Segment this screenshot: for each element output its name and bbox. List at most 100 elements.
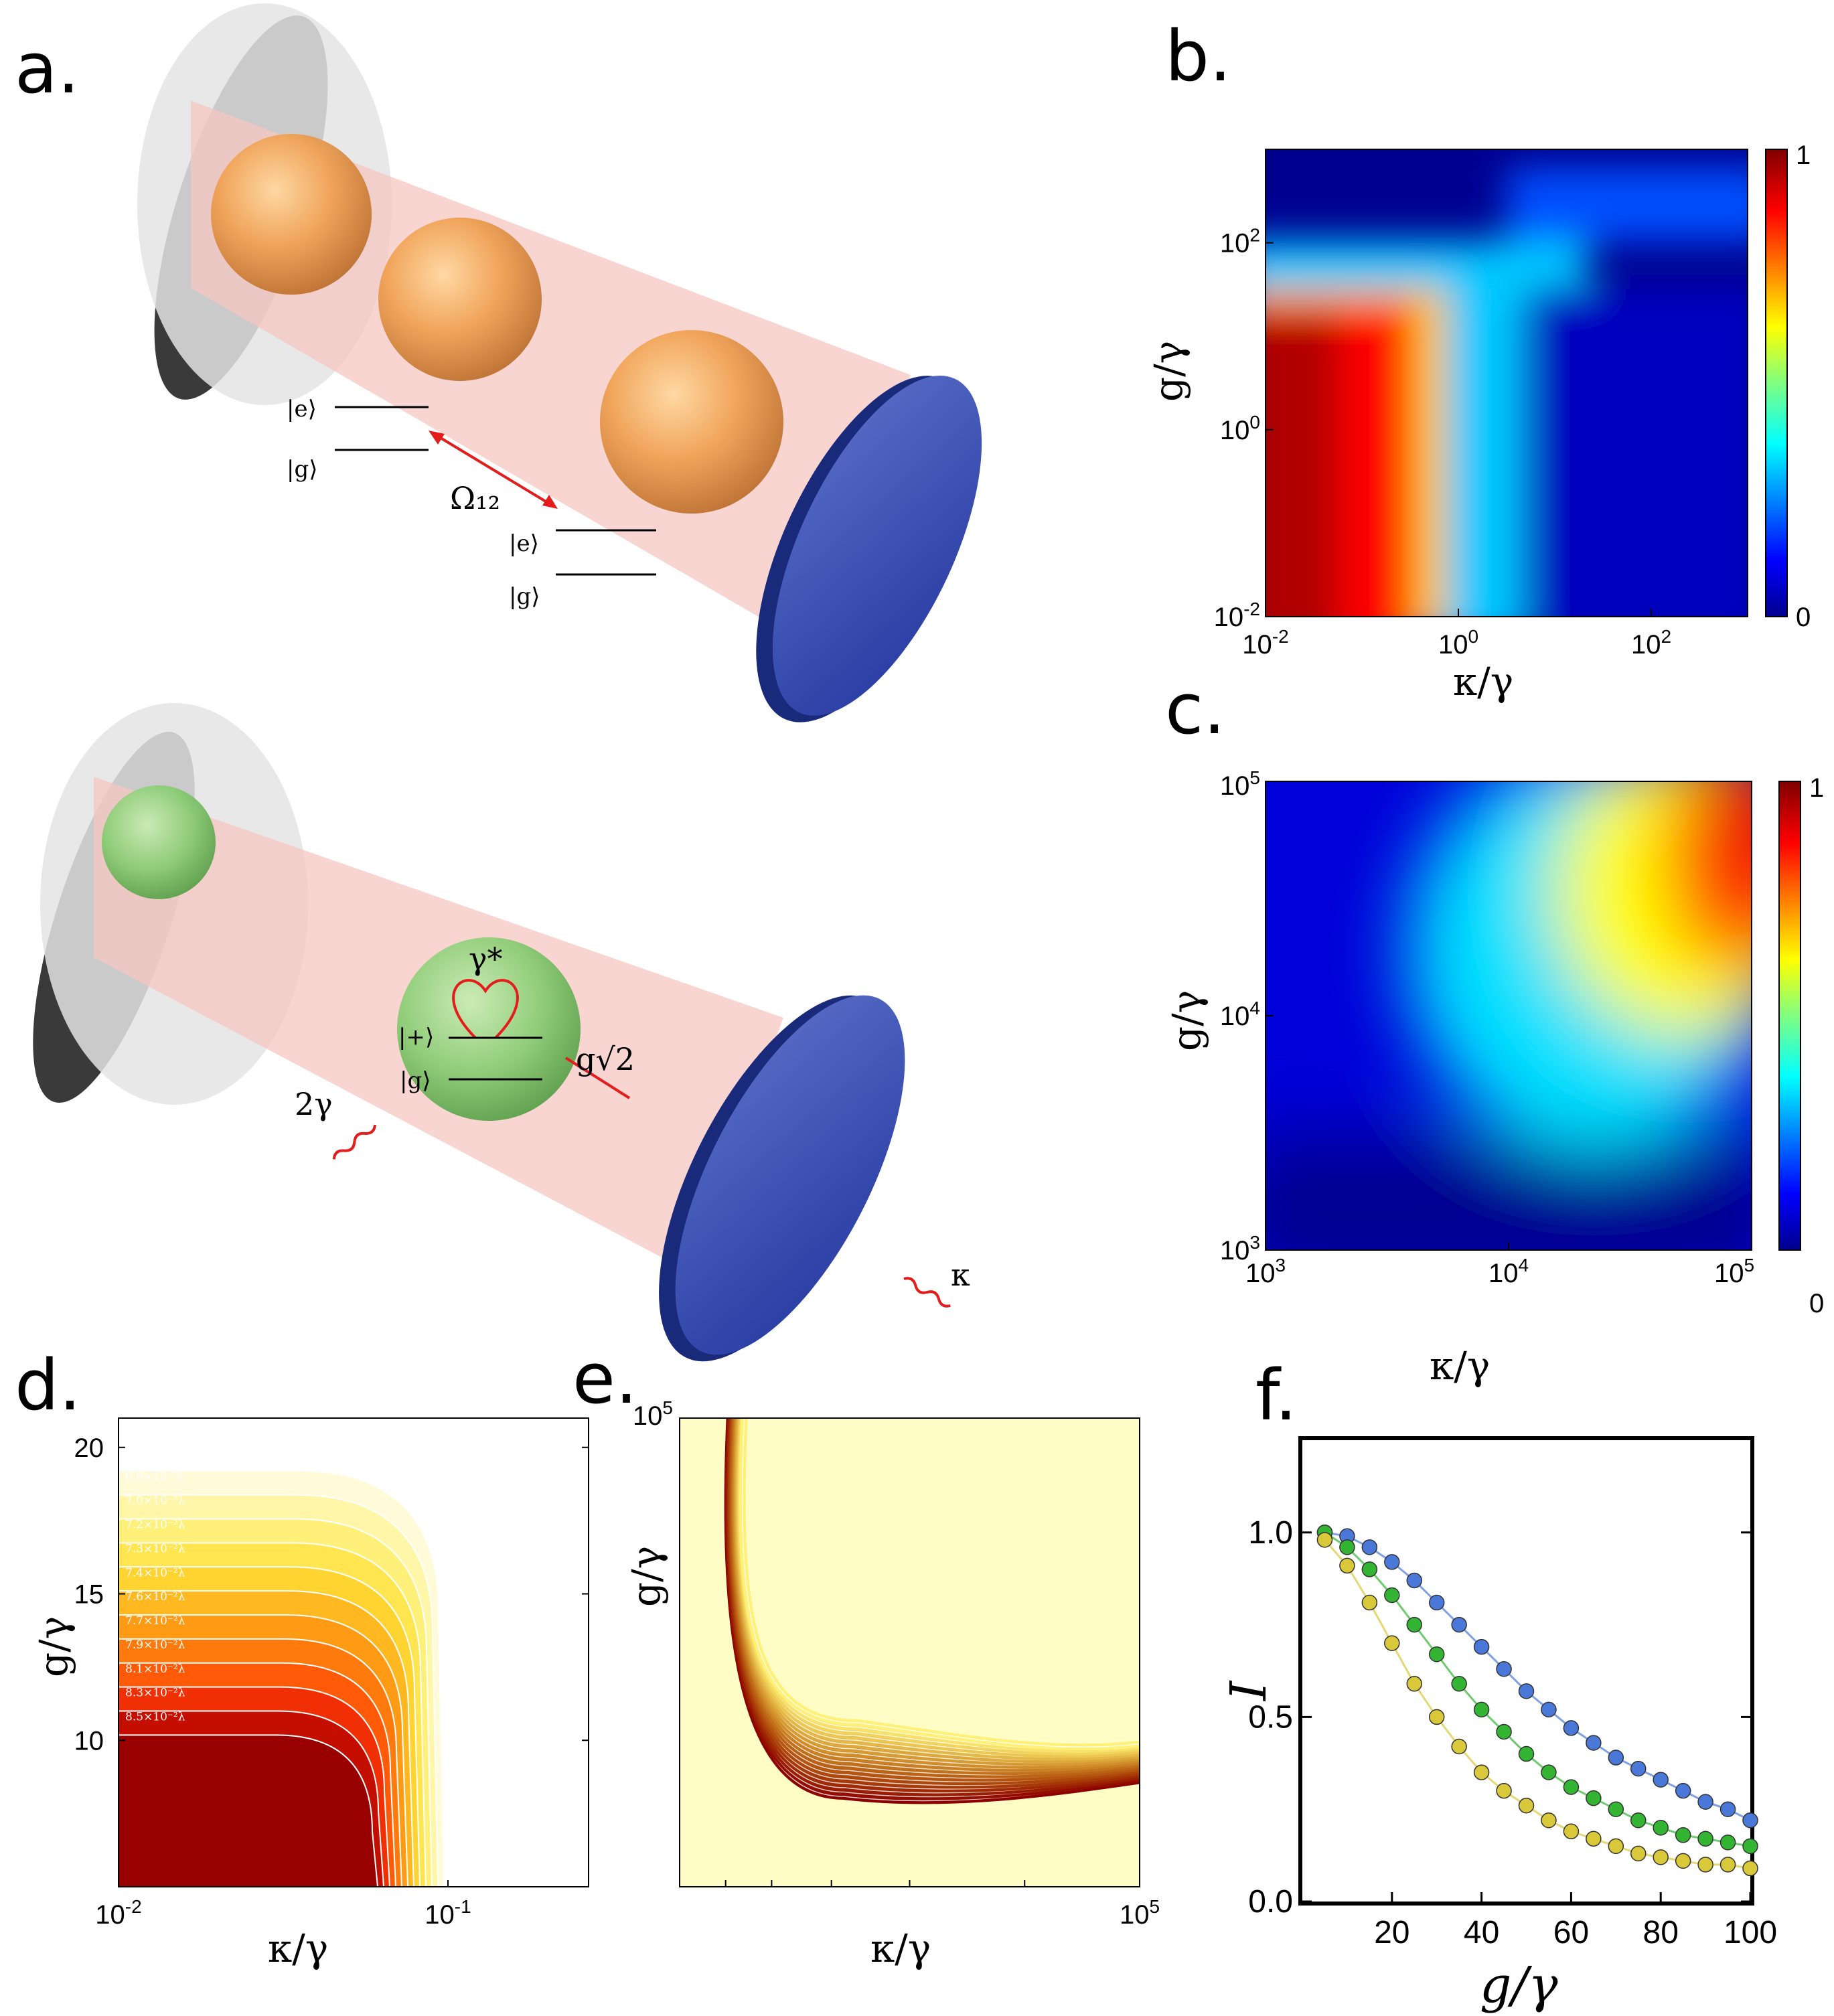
series-point-yellow	[1316, 1532, 1333, 1548]
contour-label-d: 7.2×10⁻²λ	[125, 1519, 185, 1532]
ytick-label-f: 0.0	[1248, 1884, 1293, 1920]
series-point-yellow	[1518, 1797, 1535, 1814]
chart-b: 1 0 10-2 100 102 10-2 100 102 κ/γ g/γ	[1146, 141, 1811, 704]
series-point-yellow	[1473, 1764, 1490, 1780]
atom-1-top	[211, 134, 372, 295]
arrow-head-2	[542, 495, 558, 509]
dephasing-loop	[452, 979, 519, 1039]
series-point-green	[1518, 1746, 1535, 1762]
label-e1: |e⟩	[287, 396, 317, 422]
ytick-label-c: 104	[1220, 998, 1260, 1031]
series-point-blue	[1675, 1782, 1691, 1799]
series-point-yellow	[1339, 1557, 1355, 1574]
atom-3-top	[600, 330, 783, 514]
series-point-yellow	[1361, 1594, 1378, 1611]
series-point-blue	[1541, 1701, 1557, 1718]
colorbar-b	[1765, 149, 1788, 617]
contour-d-level	[119, 1734, 379, 1887]
series-point-yellow	[1541, 1812, 1557, 1829]
series-point-green	[1451, 1676, 1467, 1692]
ytick-label-c: 103	[1220, 1232, 1260, 1265]
series-point-green	[1473, 1701, 1490, 1718]
ylabel-e: g/γ	[623, 1546, 669, 1607]
ylabel-f: I	[1220, 1680, 1278, 1702]
colorbar-c	[1778, 781, 1801, 1251]
series-point-blue	[1720, 1801, 1736, 1817]
cavity-bottom: γ* |+⟩ |g⟩ g√2 2γ κ	[33, 703, 970, 1362]
series-point-blue	[1697, 1794, 1713, 1810]
xtick-label-f: 100	[1724, 1915, 1777, 1950]
series-point-blue	[1384, 1554, 1400, 1570]
series-point-green	[1406, 1616, 1422, 1633]
series-point-green	[1742, 1838, 1758, 1855]
mirror-right-top	[772, 376, 982, 716]
series-point-green	[1428, 1646, 1445, 1662]
g-sqrt2-arrow	[564, 1057, 631, 1099]
ytick-label-f: 1.0	[1248, 1515, 1293, 1551]
series-point-yellow	[1608, 1838, 1624, 1855]
plot-f	[1316, 1525, 1758, 1877]
series-point-green	[1608, 1801, 1624, 1817]
series-point-yellow	[1586, 1831, 1602, 1847]
colorbar-c-min: 0	[1809, 1289, 1824, 1318]
series-point-blue	[1406, 1572, 1422, 1589]
arrow-head-1	[429, 431, 445, 445]
decay-wiggle	[332, 1124, 376, 1160]
atom-1-bottom	[102, 785, 216, 899]
label-g2: |g⟩	[509, 583, 540, 610]
xtick-label-d: 10-2	[95, 1896, 141, 1930]
label-dephasing: γ*	[469, 941, 503, 977]
ylabel-c: g/γ	[1164, 990, 1209, 1051]
series-point-blue	[1563, 1720, 1580, 1736]
contour-label-d: 7.9×10⁻²λ	[125, 1638, 185, 1652]
ytick-label-b: 102	[1220, 225, 1260, 258]
xtick-label-b: 10-2	[1242, 626, 1288, 660]
ylabel-d: g/γ	[31, 1616, 76, 1677]
label-2gamma: 2γ	[295, 1086, 333, 1122]
series-point-green	[1541, 1764, 1557, 1780]
colorbar-b-min: 0	[1796, 603, 1811, 632]
series-point-blue	[1428, 1594, 1445, 1611]
label-g-bottom: |g⟩	[400, 1067, 431, 1094]
ytick-label-b: 10-2	[1214, 599, 1260, 632]
xlabel-b: κ/γ	[1453, 659, 1513, 704]
ytick-label-d: 15	[74, 1580, 104, 1610]
mirror-right-bottom	[675, 995, 905, 1355]
colorbar-c-max: 1	[1809, 773, 1824, 803]
series-point-yellow	[1406, 1676, 1422, 1692]
contour-label-d: 8.1×10⁻²λ	[125, 1662, 185, 1676]
contour-label-d: 7.7×10⁻²λ	[125, 1614, 185, 1628]
ytick-label-d: 20	[74, 1433, 104, 1463]
colorbar-b-max: 1	[1796, 141, 1811, 170]
series-point-yellow	[1451, 1738, 1467, 1755]
series-point-yellow	[1496, 1782, 1512, 1799]
xlabel-e: κ/γ	[870, 1926, 931, 1971]
cavity-top: |e⟩ |g⟩ Ω₁₂ |e⟩ |g⟩	[137, 3, 982, 722]
kappa-wiggle	[903, 1277, 951, 1308]
series-point-blue	[1608, 1750, 1624, 1766]
series-point-yellow	[1675, 1853, 1691, 1869]
ticks-f: 20 40 60 80 100 0.0 0.5 1.0	[1248, 1515, 1777, 1950]
panel-label-e: e.	[572, 1338, 637, 1419]
panel-label-f: f.	[1255, 1354, 1297, 1436]
series-point-blue	[1653, 1772, 1669, 1788]
ytick-label-e: 105	[633, 1397, 673, 1431]
ticks-e: 105 105	[633, 1397, 1160, 1930]
ytick-label-d: 10	[74, 1726, 104, 1756]
ticks-b: 10-2 100 102 10-2 100 102	[1214, 225, 1671, 660]
contour-e-edge	[741, 1418, 1140, 1748]
label-e2: |e⟩	[509, 530, 539, 557]
contour-label-d: 7.6×10⁻²λ	[125, 1590, 185, 1604]
contour-label-d: 8.5×10⁻²λ	[125, 1711, 185, 1724]
coupling-arrow	[433, 433, 554, 507]
series-point-green	[1339, 1539, 1355, 1555]
contour-label-d: 7.4×10⁻²λ	[125, 1566, 185, 1579]
series-point-green	[1586, 1790, 1602, 1806]
series-point-yellow	[1697, 1857, 1713, 1873]
series-point-green	[1563, 1779, 1580, 1795]
series-point-yellow	[1384, 1635, 1400, 1651]
xtick-label-e: 105	[1120, 1896, 1160, 1930]
chart-e: 105 105 κ/γ g/γ	[623, 1397, 1160, 1971]
contours-e	[724, 1418, 1140, 1804]
